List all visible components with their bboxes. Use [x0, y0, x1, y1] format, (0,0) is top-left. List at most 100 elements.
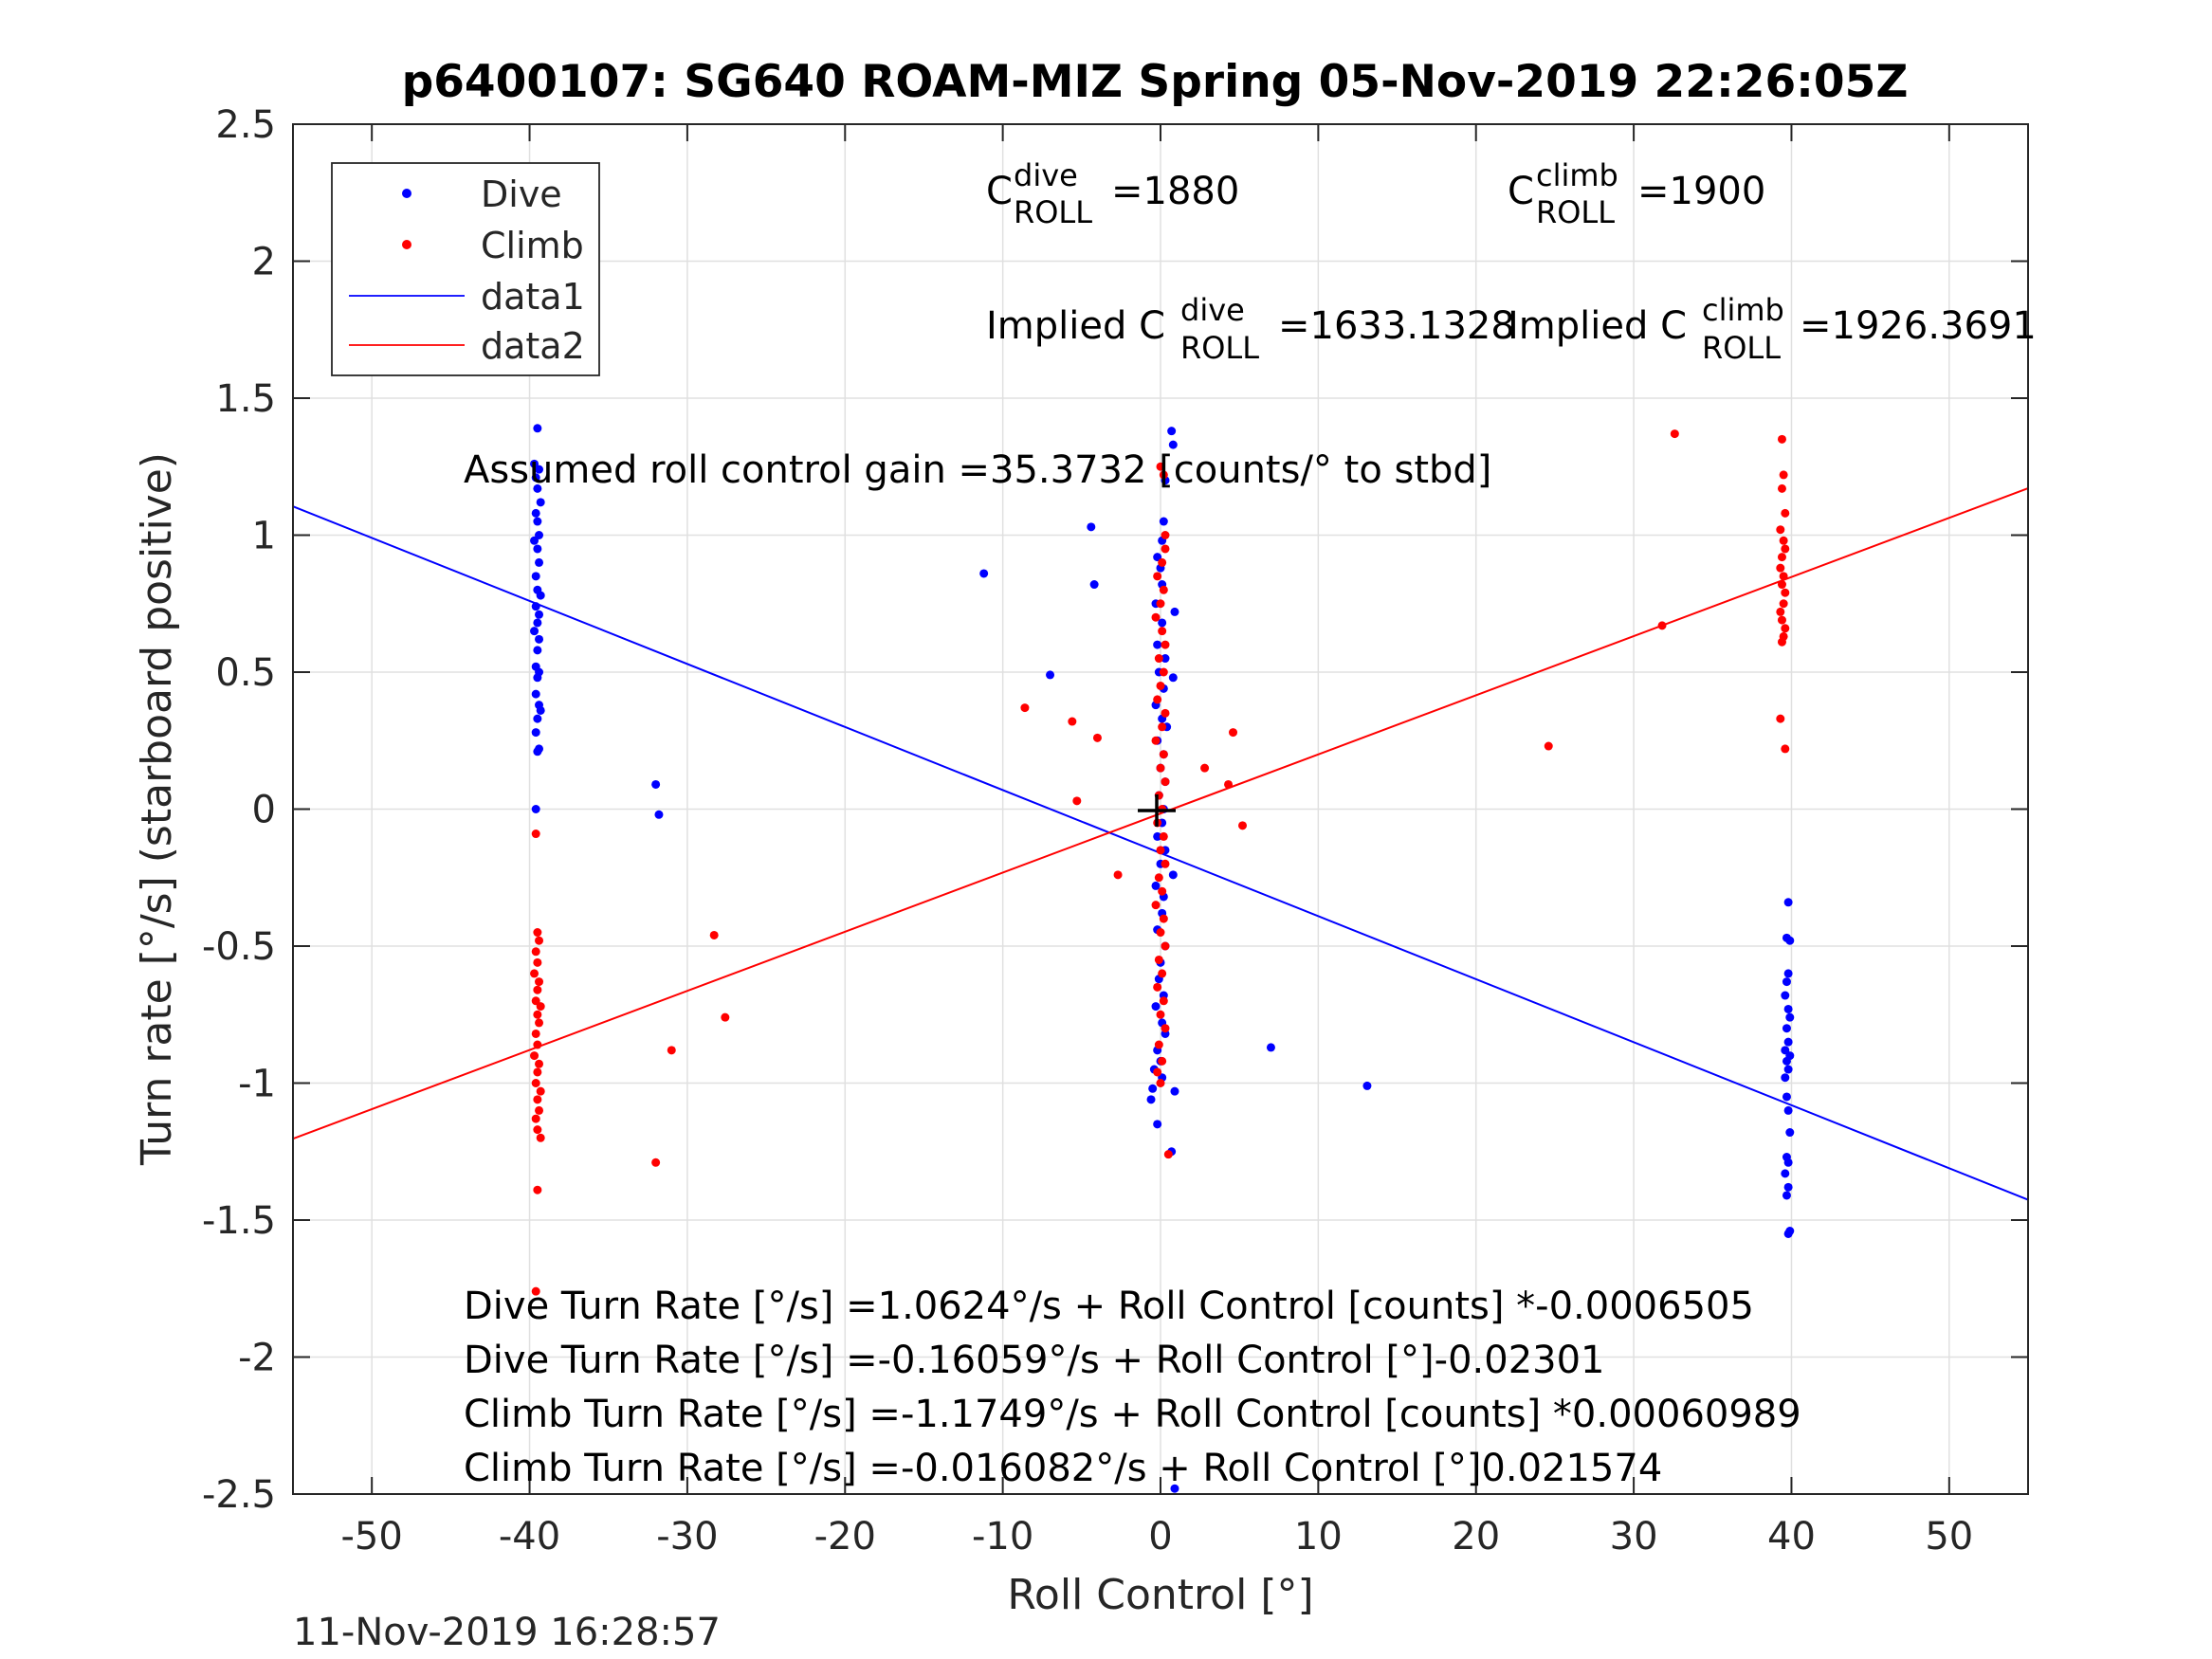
legend-data1-label: data1	[481, 276, 585, 318]
climb-point	[1229, 728, 1238, 738]
climb-point	[1776, 607, 1785, 616]
climb-point	[1154, 654, 1163, 664]
dive-point	[1168, 870, 1178, 880]
x-tick-label: -10	[972, 1515, 1033, 1559]
dive-point	[1783, 1065, 1793, 1074]
legend-box	[331, 162, 600, 376]
climb-point	[709, 930, 719, 939]
climb-points	[530, 429, 1790, 1296]
climb-point	[1159, 667, 1168, 677]
y-axis-label: Turn rate [°/s] (starboard positive)	[133, 452, 181, 1166]
climb-fit-degrees-equation: Climb Turn Rate [°/s] =-0.016082°/s + Ro…	[464, 1447, 1662, 1490]
dive-point	[1785, 1128, 1795, 1138]
climb-point	[1156, 763, 1165, 773]
climb-point	[651, 1158, 661, 1167]
dive-point	[535, 557, 544, 567]
roll-gain-annotation: Assumed roll control gain =35.3732 [coun…	[464, 448, 1491, 492]
climb-point	[1159, 996, 1168, 1006]
dive-point	[1362, 1081, 1372, 1090]
dive-point	[533, 517, 542, 526]
dive-point	[1783, 1229, 1793, 1238]
climb-point	[1151, 736, 1161, 745]
climb-point	[1779, 599, 1788, 609]
climb-point	[1159, 585, 1168, 594]
climb-point	[1544, 741, 1553, 751]
x-tick-label: 10	[1294, 1515, 1343, 1559]
climb-point	[1156, 846, 1165, 855]
implied-dive-sub: ROLL	[1180, 330, 1259, 366]
climb-point	[1156, 1010, 1165, 1019]
climb-point	[1161, 544, 1170, 554]
climb-point	[531, 947, 540, 957]
y-tick-label: 0	[252, 789, 276, 832]
x-tick-label: -50	[341, 1515, 403, 1559]
climb-point	[1153, 982, 1162, 992]
climb-point	[1779, 470, 1788, 480]
climb-point	[1776, 714, 1785, 723]
climb-point	[1161, 859, 1170, 868]
dive-point	[533, 424, 542, 433]
climb-point	[533, 957, 542, 967]
implied-climb-sub: ROLL	[1702, 330, 1781, 366]
climb-point	[1156, 599, 1165, 609]
climb-point	[536, 1086, 545, 1096]
climb-point	[1156, 462, 1165, 471]
dive-point	[1781, 1169, 1790, 1178]
dive-point	[530, 536, 539, 545]
climb-point	[1200, 763, 1210, 773]
c-climb-sup: climb	[1536, 157, 1618, 193]
dive-point	[536, 498, 545, 507]
climb-point	[536, 1133, 545, 1142]
climb-point	[1159, 750, 1168, 759]
dive-point	[531, 473, 540, 483]
climb-point	[1159, 914, 1168, 923]
data2-fit-line	[293, 487, 2028, 1140]
c-climb-base: C	[1508, 170, 1534, 213]
climb-point	[1224, 779, 1234, 789]
x-axis-label: Roll Control [°]	[1007, 1571, 1313, 1619]
y-axis-ticks: 2.5 2 1.5 1 0.5 0 -0.5 -1 -1.5 -2 -2.5	[202, 103, 2028, 1517]
c-roll-dive-annotation: C dive ROLL =1880	[986, 157, 1239, 230]
legend-dive-marker	[402, 189, 411, 198]
implied-dive-prefix: Implied C	[986, 304, 1165, 348]
dive-point	[1148, 1084, 1158, 1093]
climb-point	[1154, 1040, 1163, 1049]
x-axis-ticks: -50 -40 -30 -20 -10 0 10 20 30 40 50	[341, 124, 1973, 1559]
dive-point	[1046, 670, 1055, 680]
dive-point	[1783, 898, 1793, 907]
dive-point	[531, 728, 540, 738]
climb-point	[533, 928, 542, 938]
implied-c-roll-dive-annotation: Implied C dive ROLL =1633.1328	[986, 292, 1515, 366]
dive-point	[535, 465, 544, 474]
y-tick-label: -1.5	[202, 1199, 276, 1243]
dive-point	[531, 689, 540, 699]
x-tick-label: 40	[1767, 1515, 1816, 1559]
dive-fit-counts-equation: Dive Turn Rate [°/s] =1.0624°/s + Roll C…	[464, 1285, 1754, 1328]
y-tick-label: 2.5	[215, 103, 276, 147]
implied-climb-prefix: Implied C	[1508, 304, 1687, 348]
dive-point	[1168, 673, 1178, 683]
climb-point	[531, 830, 540, 839]
dive-point	[1089, 580, 1099, 590]
legend-climb-label: Climb	[481, 225, 584, 266]
climb-point	[1020, 703, 1030, 713]
dive-point	[536, 591, 545, 600]
climb-point	[535, 977, 544, 987]
dive-point	[531, 602, 540, 611]
climb-point	[536, 1002, 545, 1012]
climb-point	[533, 1185, 542, 1194]
climb-point	[1153, 572, 1162, 581]
x-tick-label: 30	[1610, 1515, 1658, 1559]
dive-point	[1153, 1120, 1162, 1129]
implied-dive-sup: dive	[1180, 292, 1245, 328]
y-tick-label: 2	[252, 241, 276, 284]
dive-point	[1153, 640, 1162, 649]
climb-point	[1072, 796, 1082, 806]
dive-point	[1783, 1037, 1793, 1047]
dive-point	[531, 805, 540, 813]
dive-point	[1783, 1105, 1793, 1115]
climb-point	[533, 1125, 542, 1135]
dive-point	[1782, 1191, 1791, 1200]
dive-point	[530, 627, 539, 636]
climb-point	[1153, 1067, 1162, 1077]
